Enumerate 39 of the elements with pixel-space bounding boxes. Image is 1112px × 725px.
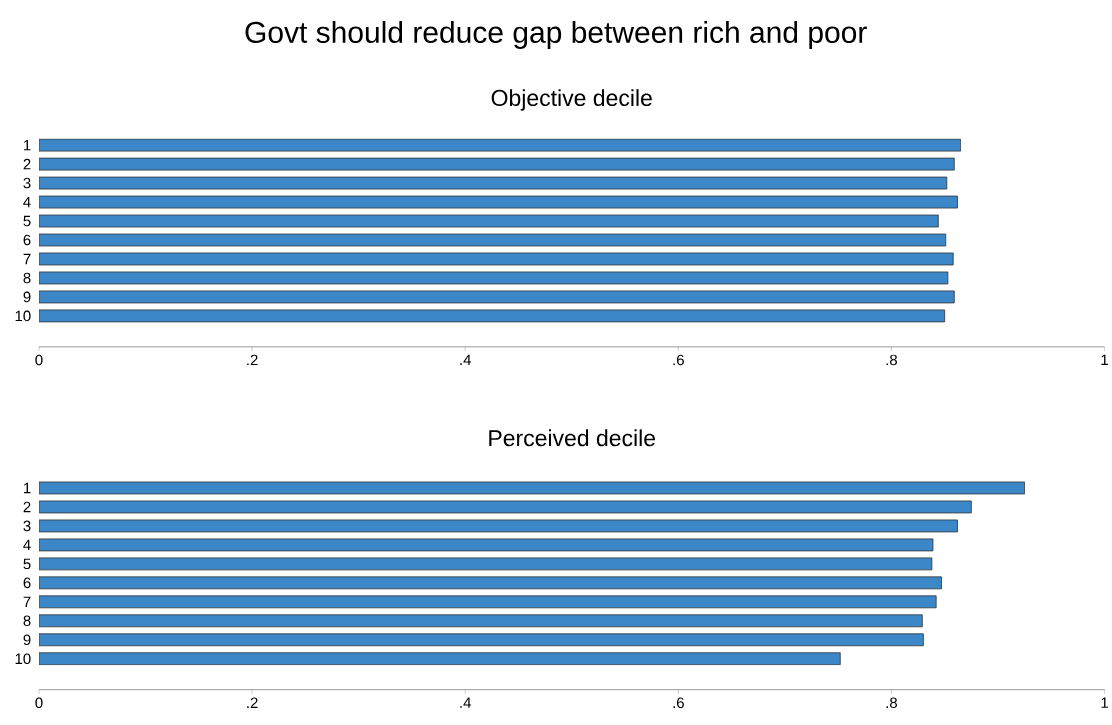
y-tick-label: 9 bbox=[23, 634, 31, 646]
x-tick-label: 0 bbox=[35, 354, 43, 366]
y-tick-label: 8 bbox=[23, 272, 31, 284]
y-tick-label: 4 bbox=[23, 539, 31, 551]
bar bbox=[38, 595, 937, 609]
y-tick-label: 2 bbox=[23, 501, 31, 513]
chart-subtitle: Objective decile bbox=[491, 89, 652, 111]
x-tick-label: 0 bbox=[35, 697, 43, 709]
y-tick-label: 5 bbox=[23, 215, 31, 227]
bar bbox=[38, 652, 841, 666]
y-tick-label: 5 bbox=[23, 558, 31, 570]
x-tick-label: 1 bbox=[1101, 697, 1108, 708]
y-tick-label: 8 bbox=[23, 615, 31, 627]
x-tick-label: .8 bbox=[886, 697, 898, 709]
bar bbox=[38, 614, 923, 628]
y-tick-label: 7 bbox=[23, 253, 31, 265]
chart-subtitle: Perceived decile bbox=[489, 429, 656, 447]
x-tick-label: .8 bbox=[886, 354, 898, 366]
y-tick-label: 6 bbox=[23, 234, 31, 246]
chart-title: Govt should reduce gap between rich and poor bbox=[245, 21, 867, 50]
y-tick-label: 2 bbox=[23, 159, 31, 170]
x-tick-label: .2 bbox=[247, 354, 258, 366]
y-tick-label: 10 bbox=[15, 310, 31, 322]
y-tick-label: 6 bbox=[23, 577, 31, 589]
x-tick-label: .4 bbox=[460, 354, 472, 366]
y-tick-label: 7 bbox=[23, 596, 31, 608]
x-tick-label: .2 bbox=[247, 697, 258, 709]
x-tick-label: .6 bbox=[673, 697, 684, 709]
y-tick-label: 10 bbox=[15, 653, 31, 665]
y-tick-label: 4 bbox=[23, 197, 31, 208]
x-tick-label: .6 bbox=[673, 354, 684, 366]
bar bbox=[38, 633, 924, 647]
y-tick-label: 3 bbox=[23, 177, 31, 189]
y-tick-label: 1 bbox=[23, 482, 31, 494]
x-tick-label: 1 bbox=[1101, 354, 1108, 366]
y-tick-label: 3 bbox=[23, 520, 31, 532]
x-tick-label: .4 bbox=[460, 697, 472, 708]
y-tick-label: 9 bbox=[23, 291, 31, 303]
y-tick-label: 1 bbox=[23, 140, 31, 151]
